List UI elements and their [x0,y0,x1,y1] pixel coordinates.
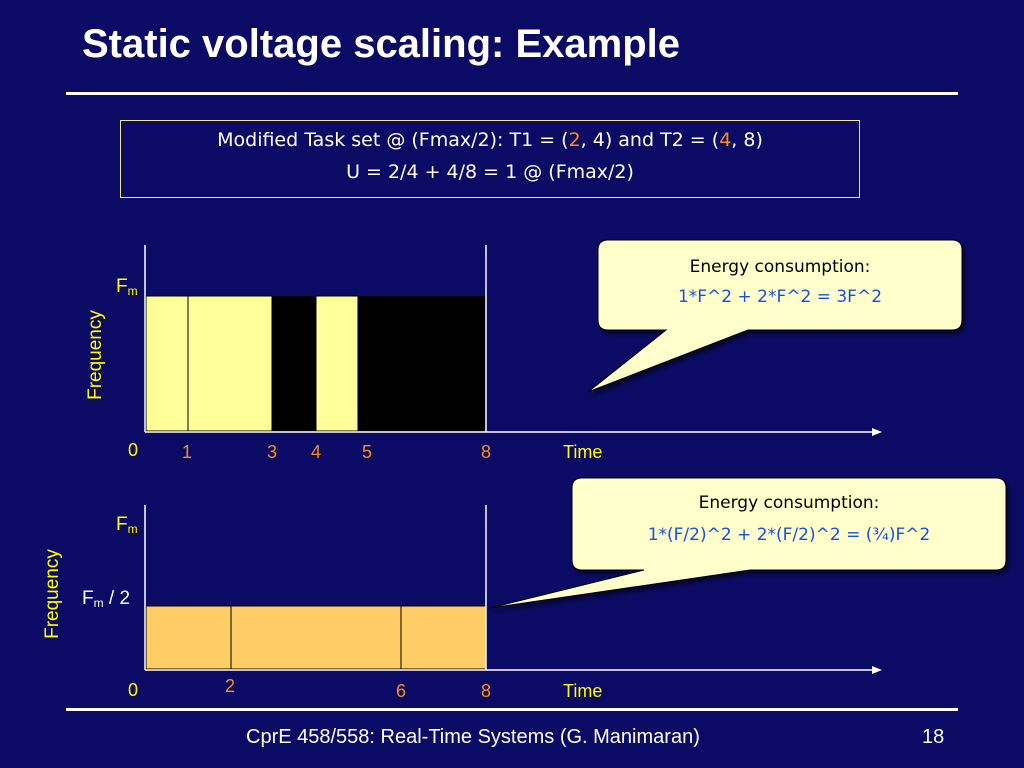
x-axis-arrow [872,428,882,436]
energy-callout [489,477,1007,609]
t1-exec-time: 2 [568,129,581,151]
x-axis-label: Time [563,681,602,701]
footer-divider [66,708,958,711]
x-tick-label: 1 [182,442,192,462]
bar-t1-job2-half-speed [400,605,487,670]
y-tick-fmax-half: Fm / 2 [82,588,130,610]
origin-label: 0 [128,680,138,700]
task-set-suffix: , 8) [731,129,763,151]
bar-idle-2 [358,296,486,431]
x-tick-label: 5 [362,442,372,462]
x-tick-label: 4 [311,442,321,462]
task-set-line: Modified Task set @ (Fmax/2): T1 = (2, 4… [121,129,859,151]
x-axis-label: Time [563,442,602,462]
task-set-box: Modified Task set @ (Fmax/2): T1 = (2, 4… [120,120,860,198]
slide-title: Static voltage scaling: Example [82,22,680,66]
callout-formula: 1*(F/2)^2 + 2*(F/2)^2 = (¾)F^2 [648,525,931,545]
callout-title: Energy consumption: [699,493,880,513]
page-number: 18 [922,726,945,748]
x-tick-label: 8 [481,681,491,701]
bar-t1-half-speed [145,605,232,670]
utilization-line: U = 2/4 + 4/8 = 1 @ (Fmax/2) [346,161,634,183]
footer-text: CprE 458/558: Real-Time Systems (G. Mani… [246,726,700,748]
x-tick-label: 2 [225,676,235,696]
energy-callout [587,239,963,393]
x-tick-label: 6 [396,681,406,701]
x-axis-arrow [872,666,882,674]
x-tick-label: 3 [267,442,277,462]
task-set-mid: , 4) and T2 = ( [580,129,720,151]
callout-formula: 1*F^2 + 2*F^2 = 3F^2 [678,287,882,307]
bar-t2-half-speed [230,605,402,670]
y-axis-label: Frequency [85,310,106,400]
x-tick-label: 8 [481,442,491,462]
origin-label: 0 [128,440,138,460]
y-tick-fmax: Fm [116,514,138,536]
bar-t1-job2 [315,295,359,432]
y-axis-label: Frequency [42,549,63,639]
bar-t1-job1 [145,295,189,432]
task-set-prefix: Modified Task set @ (Fmax/2): T1 = ( [217,129,569,151]
bar-t2-part1 [187,295,273,432]
callout-title: Energy consumption: [690,257,871,277]
diagram-full-speed: Frequency Fm 0 1 3 4 5 8 Time [85,239,963,462]
bar-idle-1 [272,296,316,431]
t2-exec-time: 4 [719,129,732,151]
diagram-half-speed: Frequency Fm Fm / 2 0 2 6 8 Time Energy … [42,477,1007,701]
title-divider [66,92,958,95]
y-tick-fmax: Fm [116,276,138,298]
